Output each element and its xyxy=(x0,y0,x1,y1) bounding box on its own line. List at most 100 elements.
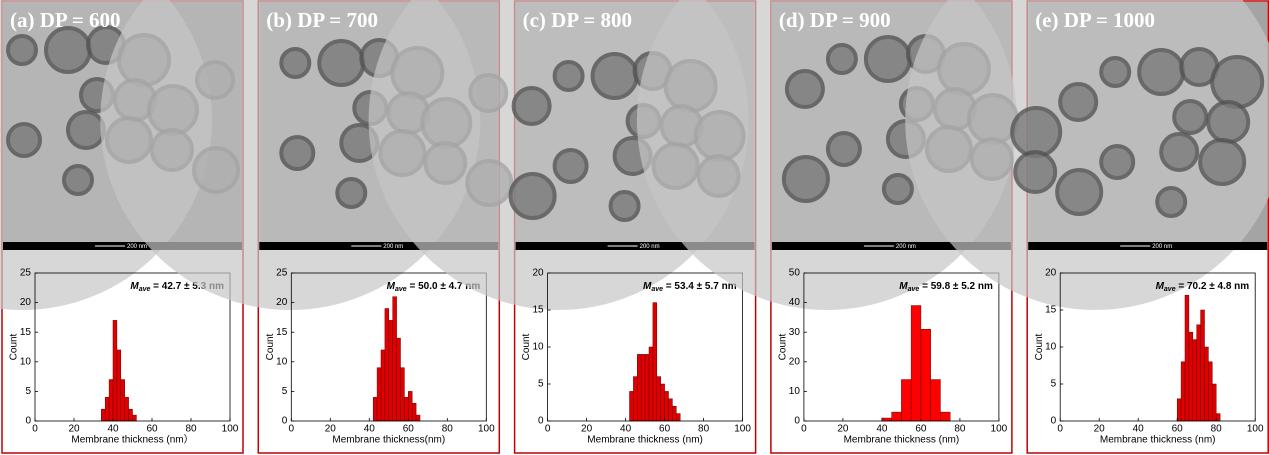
y-tick-label: 0 xyxy=(794,416,800,427)
x-tick-label: 80 xyxy=(185,424,197,435)
histogram-bar xyxy=(411,402,417,422)
annotation-subscript: ave xyxy=(908,286,920,293)
y-tick-label: 5 xyxy=(25,386,31,397)
annotation-text: = 42.7 ± 5.3 nm xyxy=(150,281,224,292)
y-tick-label: 5 xyxy=(538,379,544,390)
annotation: Mave = 70.2 ± 4.8 nm xyxy=(1156,281,1250,293)
x-tick-label: 40 xyxy=(107,424,119,435)
x-axis-label: Membrane thickness (nm) xyxy=(844,435,960,446)
histogram-bar xyxy=(910,305,922,422)
histogram-bar xyxy=(112,320,118,422)
plot-frame xyxy=(34,272,231,422)
histogram-bar xyxy=(881,417,892,422)
y-tick-label: 15 xyxy=(532,305,544,316)
histogram-bar xyxy=(1188,331,1194,422)
histogram-bar xyxy=(1200,309,1205,422)
y-axis-label: Count xyxy=(1034,333,1045,360)
annotation: Mave = 53.4 ± 5.7 nm xyxy=(643,281,737,293)
histogram-bar xyxy=(408,391,413,422)
vesicle xyxy=(508,172,557,220)
histogram-bar xyxy=(920,328,931,422)
histogram-bar xyxy=(388,320,393,422)
x-tick-label: 100 xyxy=(222,424,239,435)
x-tick-label: 100 xyxy=(734,424,751,435)
y-tick-label: 10 xyxy=(276,356,288,367)
y-tick-label: 15 xyxy=(20,327,32,338)
histogram-bar xyxy=(644,354,650,422)
panel-title: (d) DP = 900 xyxy=(779,8,891,32)
x-tick-label: 60 xyxy=(146,424,158,435)
y-tick-label: 0 xyxy=(538,416,544,427)
vesicle xyxy=(552,148,589,184)
y-tick-label: 10 xyxy=(20,356,32,367)
histogram-bar xyxy=(668,398,673,422)
histogram-bar xyxy=(1212,383,1217,422)
histogram-bar xyxy=(1184,294,1190,422)
y-tick-label: 10 xyxy=(1045,342,1057,353)
vesicle xyxy=(1159,132,1200,172)
histogram-bar xyxy=(124,397,129,422)
histogram-bar xyxy=(633,376,638,422)
annotation-subscript: ave xyxy=(651,286,663,293)
annotation-symbol: M xyxy=(643,281,652,292)
scale-label: 200 nm xyxy=(640,244,660,250)
histogram-bar xyxy=(672,405,677,422)
vesicle xyxy=(825,43,858,75)
scale-label: 200 nm xyxy=(1152,244,1172,250)
x-tick-label: 80 xyxy=(1211,424,1223,435)
vesicle xyxy=(1155,186,1188,218)
x-axis-label: Membrane thickness (nm) xyxy=(1100,435,1216,446)
x-tick-label: 20 xyxy=(1094,424,1106,435)
vesicle xyxy=(1099,144,1136,180)
annotation-subscript: ave xyxy=(1164,286,1176,293)
annotation: Mave = 59.8 ± 5.2 nm xyxy=(899,281,993,293)
histogram-bar xyxy=(1204,346,1209,422)
vesicle xyxy=(6,34,38,66)
histogram-bar xyxy=(108,379,114,422)
y-tick-label: 25 xyxy=(20,268,32,279)
annotation-subscript: ave xyxy=(139,286,151,293)
vesicle xyxy=(1013,150,1058,194)
y-axis-label: Count xyxy=(9,333,20,360)
vesicle xyxy=(863,35,912,83)
plot-frame xyxy=(290,272,487,422)
vesicle xyxy=(1010,106,1063,158)
histogram-bar xyxy=(901,379,912,422)
histogram-bar xyxy=(380,349,386,422)
annotation-symbol: M xyxy=(899,281,908,292)
histogram-bar xyxy=(101,408,106,422)
x-tick-label: 60 xyxy=(403,424,415,435)
histogram-bar xyxy=(676,413,681,422)
histogram-bar xyxy=(372,397,378,422)
panel-title: (a) DP = 600 xyxy=(10,8,121,32)
y-tick-label: 20 xyxy=(20,297,32,308)
annotation: Mave = 50.0 ± 4.7 nm xyxy=(387,281,481,293)
y-tick-label: 10 xyxy=(789,386,801,397)
y-tick-label: 10 xyxy=(532,342,544,353)
vesicle xyxy=(825,131,862,167)
x-tick-label: 20 xyxy=(581,424,593,435)
annotation-text: = 70.2 ± 4.8 nm xyxy=(1176,281,1250,292)
x-axis-label: Membrane thickness(nm) xyxy=(332,435,445,446)
histogram-bar xyxy=(664,391,669,422)
x-tick-label: 80 xyxy=(954,424,966,435)
histogram-bar xyxy=(652,302,658,422)
vesicle xyxy=(279,135,316,171)
vesicle xyxy=(1172,99,1209,135)
annotation: Mave = 42.7 ± 5.3 nm xyxy=(130,281,224,293)
scale-label: 200 nm xyxy=(127,244,147,250)
histogram-bar xyxy=(1176,398,1182,422)
annotation-symbol: M xyxy=(387,281,396,292)
histogram-bar xyxy=(1196,324,1201,422)
vesicle xyxy=(590,52,639,100)
y-tick-label: 40 xyxy=(789,297,801,308)
vesicle xyxy=(1206,100,1251,144)
histogram-bar xyxy=(104,397,110,422)
scale-label: 200 nm xyxy=(896,244,916,250)
histogram-bar xyxy=(1208,361,1213,422)
annotation-symbol: M xyxy=(130,281,139,292)
vesicle xyxy=(279,47,312,79)
vesicle xyxy=(1058,82,1099,122)
x-tick-label: 40 xyxy=(876,424,888,435)
